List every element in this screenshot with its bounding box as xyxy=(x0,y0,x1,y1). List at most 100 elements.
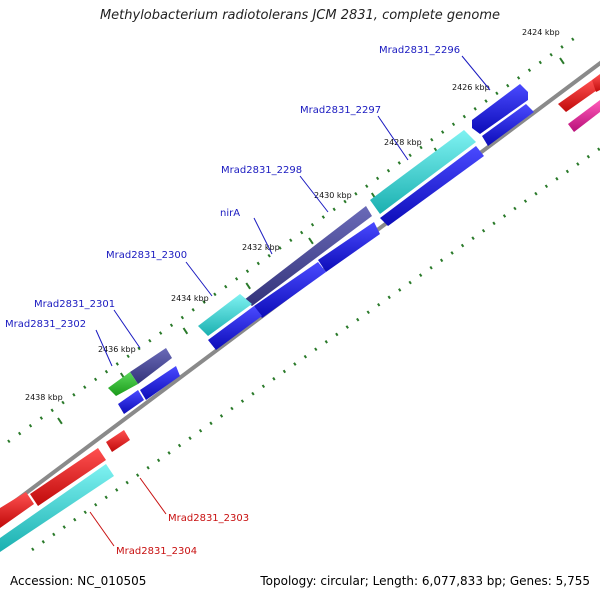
tick-mark xyxy=(156,458,161,463)
tick-mark xyxy=(419,145,423,150)
gene-feature-mrad2831-2301 xyxy=(130,348,172,384)
kbp-label: 2430 kbp xyxy=(314,191,352,200)
gene-label-mrad2831-2298: Mrad2831_2298 xyxy=(221,165,302,176)
gene-feature-blue xyxy=(118,390,144,414)
tick-mark xyxy=(125,480,129,485)
tick-mark xyxy=(586,154,591,159)
tick-mark xyxy=(256,261,260,266)
tick-mark xyxy=(224,284,228,289)
tick-mark xyxy=(230,406,234,411)
tick-mark xyxy=(28,423,33,428)
tick-mark xyxy=(375,176,380,181)
tick-mark xyxy=(93,377,98,382)
tick-mark xyxy=(52,532,56,537)
tick-mark xyxy=(137,346,141,351)
tick-mark xyxy=(471,236,475,240)
tick-mark xyxy=(299,230,304,235)
gene-feature-nira xyxy=(244,206,372,306)
tick-mark xyxy=(94,503,98,507)
gene-feature-pink xyxy=(568,100,600,132)
gene-feature-blue xyxy=(482,104,534,146)
tick-mark xyxy=(62,525,66,529)
tick-mark xyxy=(450,251,454,255)
tick-mark xyxy=(462,114,467,119)
tick-mark xyxy=(418,273,423,277)
tick-mark xyxy=(440,130,445,134)
kbp-label: 2426 kbp xyxy=(452,83,490,92)
tick-mark xyxy=(571,37,575,42)
tick-mark xyxy=(50,408,54,413)
tick-mark xyxy=(177,443,182,448)
gene-feature-mrad2831-2303 xyxy=(106,430,130,452)
tick-mark xyxy=(191,308,195,312)
tick-mark xyxy=(439,258,444,263)
tick-mark xyxy=(310,222,315,227)
tick-mark xyxy=(39,416,44,420)
tick-mark xyxy=(544,184,549,189)
tick-mark xyxy=(234,277,239,281)
gene-label-mrad2831-2302: Mrad2831_2302 xyxy=(5,319,86,330)
leader-line xyxy=(253,217,273,255)
tick-mark xyxy=(115,488,119,492)
leader-line xyxy=(185,261,213,297)
tick-mark xyxy=(31,547,35,552)
kbp-label: 2428 kbp xyxy=(384,138,422,147)
tick-mark xyxy=(57,417,63,425)
tick-mark xyxy=(240,399,245,403)
gene-feature-blue xyxy=(318,222,380,272)
map-title: Methylobacterium radiotolerans JCM 2831,… xyxy=(99,8,501,23)
gene-feature-mrad2831-2300 xyxy=(198,294,252,336)
gene-label-mrad2831-2303: Mrad2831_2303 xyxy=(168,513,249,524)
gene-feature-mrad2831-2302 xyxy=(108,372,138,396)
tick-mark xyxy=(202,300,206,304)
tick-mark xyxy=(555,177,559,181)
tick-mark xyxy=(167,451,171,455)
tick-mark xyxy=(104,369,109,374)
gene-feature-blue xyxy=(208,306,262,350)
tick-marks xyxy=(7,37,600,552)
tick-mark xyxy=(209,421,213,426)
tick-mark xyxy=(261,384,266,389)
tick-mark xyxy=(377,303,381,307)
gene-label-mrad2831-2300: Mrad2831_2300 xyxy=(106,250,187,261)
tick-mark xyxy=(366,310,370,315)
tick-mark xyxy=(516,76,521,80)
leader-lines xyxy=(89,55,491,547)
tick-mark xyxy=(180,315,185,320)
tick-mark xyxy=(484,99,488,103)
tick-mark xyxy=(303,354,308,359)
tick-mark xyxy=(513,206,517,211)
tick-mark xyxy=(135,473,140,477)
gene-feature-mrad2831-2304 xyxy=(0,464,114,552)
tick-mark xyxy=(387,295,391,300)
tick-mark xyxy=(451,122,456,127)
tick-mark xyxy=(126,354,130,359)
accession-text: Accession: NC_010505 xyxy=(10,574,147,588)
leader-line xyxy=(95,329,113,367)
tick-mark xyxy=(41,540,45,544)
topology-summary: Topology: circular; Length: 6,077,833 bp… xyxy=(260,574,590,588)
tick-mark xyxy=(289,238,293,243)
tick-mark xyxy=(198,428,203,433)
tick-mark xyxy=(398,288,402,292)
leader-line xyxy=(461,55,491,91)
tick-mark xyxy=(408,280,412,285)
tick-mark xyxy=(354,192,358,196)
gene-feature-blue xyxy=(254,262,326,318)
gene-label-mrad2831-2297: Mrad2831_2297 xyxy=(300,105,381,116)
tick-mark xyxy=(365,184,369,188)
tick-mark xyxy=(188,436,192,440)
tick-mark xyxy=(538,60,542,65)
tick-mark xyxy=(308,237,314,245)
tick-mark xyxy=(115,362,119,366)
tick-mark xyxy=(345,325,349,329)
tick-mark xyxy=(314,347,318,352)
tick-mark xyxy=(182,327,189,335)
tick-mark xyxy=(17,431,22,436)
tick-mark xyxy=(356,317,360,322)
tick-mark xyxy=(495,91,499,96)
kbp-label: 2434 kbp xyxy=(171,294,209,303)
tick-mark xyxy=(146,465,150,470)
kbp-label: 2432 kbp xyxy=(242,243,280,252)
